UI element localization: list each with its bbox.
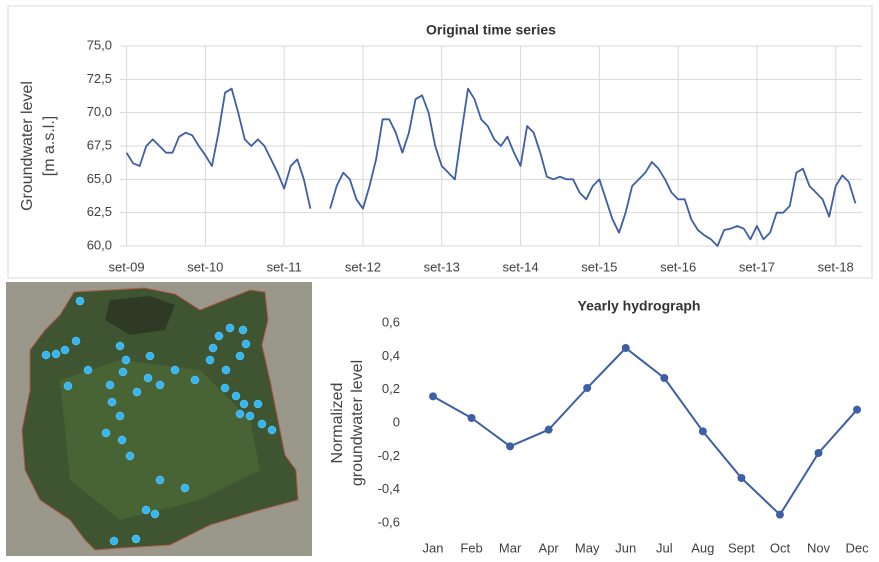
x-tick-label: Jun [615, 540, 636, 555]
data-point [621, 344, 630, 352]
y-axis-title: groundwater level [349, 360, 366, 486]
y-axis-title: Normalized [329, 383, 346, 464]
x-tick-label: May [575, 540, 600, 555]
x-tick-label: set-12 [345, 259, 381, 274]
y-tick-label: -0,2 [378, 448, 400, 463]
data-point [544, 425, 553, 434]
x-tick-label: Nov [807, 540, 831, 555]
y-tick-label: -0,6 [378, 514, 400, 529]
y-axis-title: Groundwater level [19, 81, 36, 211]
data-line [432, 347, 858, 516]
y-tick-label: 0,6 [382, 314, 400, 329]
data-point [429, 392, 437, 401]
data-point [660, 374, 669, 382]
data-point [853, 405, 862, 414]
y-tick-label: 62,5 [87, 204, 112, 219]
x-tick-label: set-18 [818, 259, 854, 274]
x-tick-label: Feb [460, 540, 482, 555]
x-tick-label: set-14 [502, 259, 538, 274]
y-tick-label: 67,5 [87, 137, 112, 152]
urban-area [105, 296, 175, 335]
y-tick-label: 0,2 [382, 381, 400, 396]
y-tick-label: 72,5 [87, 71, 112, 86]
x-tick-label: Oct [770, 540, 791, 555]
x-tick-label: set-10 [187, 259, 223, 274]
x-tick-label: set-17 [739, 259, 775, 274]
satellite-map [6, 282, 312, 556]
x-tick-label: Jan [423, 540, 444, 555]
data-point [698, 427, 707, 436]
x-tick-label: Dec [845, 540, 869, 555]
chart-title: Original time series [426, 22, 556, 38]
chart-title: Yearly hydrograph [578, 298, 701, 314]
data-point [506, 442, 515, 451]
x-tick-label: Apr [539, 540, 560, 555]
x-tick-label: Jul [656, 540, 673, 555]
y-tick-label: 70,0 [87, 104, 112, 119]
x-tick-label: Sept [728, 540, 755, 555]
x-tick-label: set-16 [660, 259, 696, 274]
y-tick-label: 0 [393, 414, 400, 429]
x-tick-label: Mar [499, 540, 522, 555]
x-tick-label: set-11 [267, 259, 302, 274]
x-tick-label: Aug [691, 540, 714, 555]
y-tick-label: -0,4 [378, 481, 400, 496]
data-point [467, 414, 476, 422]
data-point [814, 449, 823, 457]
x-tick-label: set-13 [424, 259, 460, 274]
top-panel [7, 5, 873, 279]
y-tick-label: 65,0 [87, 171, 112, 186]
y-tick-label: 60,0 [87, 237, 112, 252]
y-tick-label: 0,4 [382, 348, 400, 363]
wells [41, 296, 277, 546]
data-point [737, 474, 746, 482]
y-tick-label: 75,0 [87, 37, 112, 52]
x-tick-label: set-15 [581, 259, 617, 274]
data-point [583, 384, 592, 392]
y-axis-title: [m a.s.l.] [41, 116, 58, 176]
x-tick-label: set-09 [108, 259, 144, 274]
data-point [775, 510, 784, 519]
data-line [125, 87, 857, 247]
